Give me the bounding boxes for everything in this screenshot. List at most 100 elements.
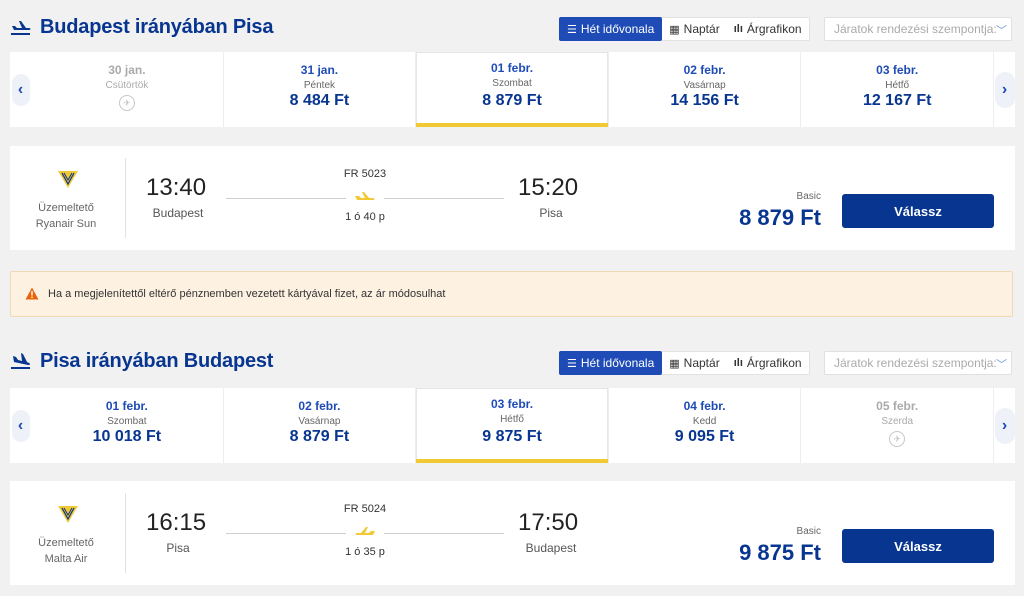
chevron-left-icon: ‹ [11, 409, 30, 442]
plane-icon [355, 527, 375, 535]
fare-price: 9 875 Ft [739, 540, 821, 565]
departure-time: 13:40 [146, 174, 207, 201]
prev-dates-button[interactable]: ‹ [10, 52, 31, 127]
flight-duration: 1 ó 35 p [345, 546, 385, 558]
date-label: 03 febr. [876, 63, 919, 77]
day-label: Hétfő [500, 414, 524, 425]
day-label: Péntek [303, 80, 336, 91]
day-label: Csütörtök [105, 80, 149, 91]
calendar-button[interactable]: ▦ Naptár [662, 352, 726, 374]
date-price: 8 484 Ft [289, 92, 350, 109]
date-price: 8 879 Ft [289, 428, 350, 445]
date-label: 05 febr. [876, 399, 919, 413]
arrival-time: 15:20 [518, 174, 579, 201]
return-header: Pisa irányában Budapest ☰ Hét idővonala ▦… [0, 342, 1024, 382]
route-line [226, 533, 346, 534]
day-label: Vasárnap [683, 80, 726, 91]
route-line [226, 198, 346, 199]
arrival-city: Budapest [525, 541, 577, 555]
return-date-strip: ‹ 01 febr. Szombat 10 018 Ft 02 febr. Va… [10, 388, 1015, 463]
date-cell[interactable]: 04 febr. Kedd 9 095 Ft [609, 388, 802, 463]
route-line [384, 533, 504, 534]
date-price: 10 018 Ft [92, 428, 162, 445]
date-label: 03 febr. [491, 397, 534, 411]
currency-notice: Ha a megjelenítettől eltérő pénznemben v… [10, 271, 1013, 317]
chevron-left-icon: ‹ [11, 73, 30, 106]
departure-time: 16:15 [146, 509, 207, 536]
date-cell-selected[interactable]: 03 febr. Hétfő 9 875 Ft [416, 388, 609, 463]
route-line [384, 198, 504, 199]
select-flight-button[interactable]: Válassz [842, 529, 994, 563]
calendar-label: Naptár [683, 356, 720, 370]
date-cell[interactable]: 02 febr. Vasárnap 14 156 Ft [609, 52, 802, 127]
chevron-down-icon: ﹀ [996, 359, 1007, 371]
week-timeline-button[interactable]: ☰ Hét idővonala [559, 17, 663, 41]
date-price: 12 167 Ft [862, 92, 932, 109]
sort-select[interactable]: Járatok rendezési szempontja: ﹀ [824, 17, 1012, 41]
day-label: Vasárnap [298, 416, 341, 427]
section-title: Pisa irányában Budapest [40, 350, 274, 372]
divider [125, 158, 126, 238]
view-toggle: ☰ Hét idővonala ▦ Naptár ılı Árgrafikon [559, 351, 810, 375]
date-price: 9 875 Ft [482, 428, 542, 445]
arrival-time: 17:50 [518, 509, 579, 536]
price-chart-label: Árgrafikon [746, 22, 802, 36]
date-cell: 30 jan. Csütörtök ✈ [31, 52, 224, 127]
date-label: 30 jan. [108, 63, 146, 77]
price-chart-button[interactable]: ılı Árgrafikon [727, 18, 809, 40]
date-label: 04 febr. [683, 399, 726, 413]
price-chart-label: Árgrafikon [746, 356, 802, 370]
date-cell-selected[interactable]: 01 febr. Szombat 8 879 Ft [416, 52, 609, 127]
malta-air-logo-icon [58, 506, 78, 523]
outbound-header: Budapest irányában Pisa ☰ Hét idővonala ▦… [0, 8, 1024, 48]
calendar-icon: ▦ [669, 357, 680, 370]
week-timeline-label: Hét idővonala [580, 22, 655, 36]
arrival-plane-icon [11, 353, 31, 369]
next-dates-button[interactable]: › [994, 388, 1015, 463]
list-icon: ☰ [567, 23, 577, 36]
operator-label: Üzemeltető [38, 537, 94, 549]
warning-icon [25, 287, 39, 300]
select-flight-button[interactable]: Válassz [842, 194, 994, 228]
arrival-city: Pisa [539, 206, 563, 220]
flight-duration: 1 ó 40 p [345, 211, 385, 223]
date-cell[interactable]: 03 febr. Hétfő 12 167 Ft [801, 52, 994, 127]
week-timeline-label: Hét idővonala [580, 356, 655, 370]
calendar-button[interactable]: ▦ Naptár [662, 18, 726, 40]
date-cell[interactable]: 31 jan. Péntek 8 484 Ft [224, 52, 417, 127]
week-timeline-button[interactable]: ☰ Hét idővonala [559, 351, 663, 375]
notice-text: Ha a megjelenítettől eltérő pénznemben v… [48, 288, 446, 300]
sort-placeholder: Járatok rendezési szempontja: [834, 356, 997, 370]
chevron-right-icon: › [994, 407, 1015, 444]
date-cell[interactable]: 02 febr. Vasárnap 8 879 Ft [224, 388, 417, 463]
date-cell[interactable]: 01 febr. Szombat 10 018 Ft [31, 388, 224, 463]
date-label: 01 febr. [491, 61, 534, 75]
no-flight-icon: ✈ [889, 431, 906, 447]
bar-chart-icon: ılı [733, 357, 743, 369]
day-label: Kedd [692, 416, 717, 427]
price-chart-button[interactable]: ılı Árgrafikon [727, 352, 809, 374]
divider [125, 493, 126, 573]
flight-number: FR 5024 [343, 503, 387, 515]
sort-select[interactable]: Járatok rendezési szempontja: ﹀ [824, 351, 1012, 375]
date-price: 9 095 Ft [674, 428, 735, 445]
departure-plane-icon [11, 21, 31, 35]
chevron-right-icon: › [994, 71, 1015, 108]
outbound-date-strip: ‹ 30 jan. Csütörtök ✈ 31 jan. Péntek 8 4… [10, 52, 1015, 127]
day-label: Szerda [881, 416, 914, 427]
departure-city: Budapest [152, 206, 204, 220]
fare-type: Basic [796, 526, 821, 537]
prev-dates-button[interactable]: ‹ [10, 388, 31, 463]
chevron-down-icon: ﹀ [996, 25, 1007, 37]
date-price: 8 879 Ft [482, 92, 542, 109]
date-label: 31 jan. [300, 63, 339, 77]
list-icon: ☰ [567, 357, 577, 370]
operator-label: Üzemeltető [38, 202, 94, 214]
date-label: 02 febr. [683, 63, 726, 77]
no-flight-icon: ✈ [118, 95, 135, 111]
date-price: 14 156 Ft [670, 92, 739, 109]
return-flight-card: Üzemeltető Malta Air 16:15 Pisa FR 5024 … [10, 481, 1015, 585]
departure-city: Pisa [166, 541, 190, 555]
fare-price: 8 879 Ft [739, 205, 821, 230]
next-dates-button[interactable]: › [994, 52, 1015, 127]
